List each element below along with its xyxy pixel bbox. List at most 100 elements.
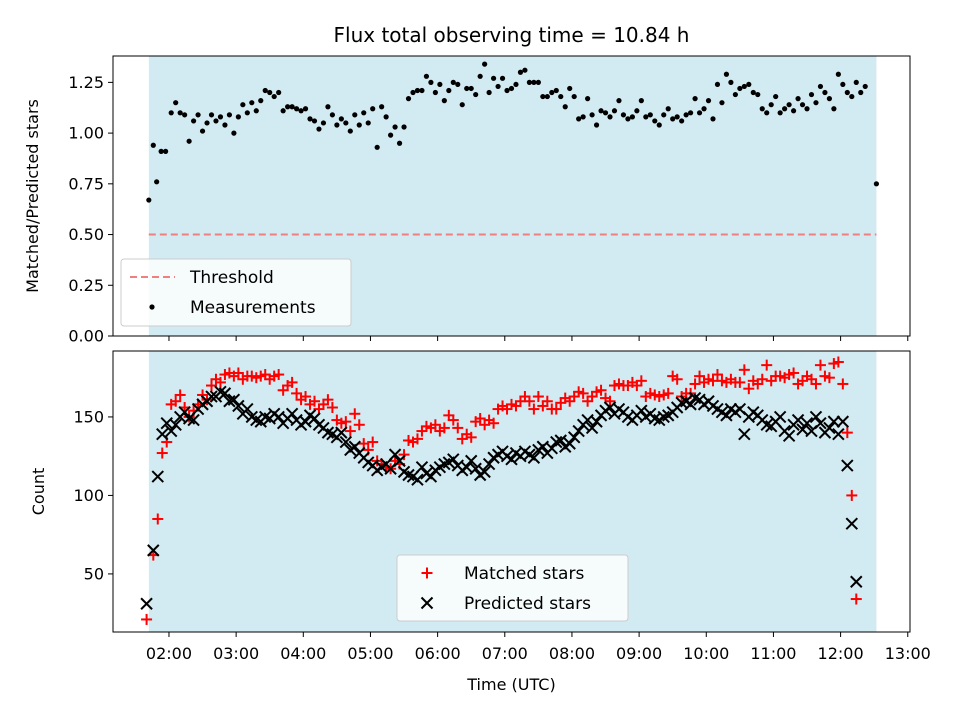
measurement-point: [831, 106, 837, 112]
measurement-point: [540, 93, 546, 100]
measurement-point: [186, 138, 192, 144]
matched-star-point: [761, 359, 773, 371]
bottom-y-axis-label: Count: [29, 468, 48, 516]
matched-star-point: [832, 356, 844, 368]
measurement-point: [473, 91, 479, 98]
measurement-point: [423, 73, 430, 79]
measurement-point: [392, 124, 398, 130]
matched-star-point: [465, 431, 477, 443]
x-axis-label: Time (UTC): [466, 675, 555, 694]
matched-star-point: [156, 447, 168, 459]
legend-threshold-label: Threshold: [189, 268, 274, 288]
matched-star-point: [308, 395, 320, 407]
x-tick-label: 04:00: [280, 644, 326, 663]
predicted-star-point: [187, 413, 200, 427]
measurement-point: [835, 71, 841, 77]
measurement-point: [262, 87, 268, 94]
measurement-point: [244, 110, 250, 116]
measurement-point: [208, 112, 215, 118]
measurement-point: [150, 142, 156, 148]
measurement-point: [428, 79, 434, 85]
matched-star-point: [550, 403, 562, 415]
measurement-point: [405, 96, 412, 102]
predicted-star-point: [151, 470, 164, 483]
measurement-point: [240, 102, 246, 108]
measurement-point: [853, 79, 859, 85]
predicted-star-point: [393, 454, 406, 468]
matched-star-point: [595, 384, 607, 396]
measurement-point: [535, 79, 541, 85]
matched-star-point: [452, 422, 464, 434]
measurement-point: [486, 89, 492, 96]
measurement-point: [280, 108, 286, 114]
measurement-point: [670, 116, 676, 122]
measurement-point: [158, 148, 164, 154]
predicted-star-point: [836, 415, 850, 428]
matched-star-point: [671, 373, 683, 385]
predicted-star-point: [147, 544, 160, 557]
predicted-star-point: [554, 434, 567, 447]
measurement-point: [231, 130, 237, 136]
measurement-point: [249, 100, 255, 106]
matched-star-point: [152, 513, 164, 525]
legend-box: [120, 258, 352, 327]
measurement-point: [701, 106, 707, 112]
measurement-point: [768, 102, 774, 108]
chart-title: Flux total observing time = 10.84 h: [334, 23, 690, 47]
measurement-point: [190, 118, 197, 124]
measurement-point: [692, 96, 698, 102]
predicted-star-point: [572, 424, 585, 438]
measurement-point: [356, 122, 362, 128]
measurement-point: [589, 112, 595, 118]
measurement-point: [334, 122, 340, 128]
matched-star-point: [322, 394, 334, 406]
predicted-star-point: [218, 387, 232, 400]
measurement-point: [656, 122, 662, 128]
measurement-point: [826, 96, 833, 102]
matched-star-point: [488, 417, 500, 429]
predicted-star-point: [720, 409, 733, 422]
predicted-star-point: [585, 421, 599, 435]
matched-star-point: [814, 359, 826, 371]
legend-matched-label: Matched stars: [464, 564, 584, 584]
matched-star-point: [353, 419, 365, 431]
measurement-point: [710, 116, 716, 122]
measurement-point: [177, 110, 183, 116]
top-panel: 0.00 0.25 0.50 0.75 1.00 1.25 Flux total obse…: [23, 23, 911, 346]
measurement-point: [683, 112, 689, 118]
measurement-point: [647, 112, 653, 118]
measurement-point: [459, 102, 465, 108]
matched-star-point: [577, 387, 589, 399]
measurement-point: [513, 81, 519, 88]
measurement-point: [235, 114, 241, 120]
measurement-point: [370, 106, 376, 112]
predicted-star-point: [411, 473, 424, 486]
measurement-point: [567, 85, 573, 92]
measurement-point: [873, 181, 880, 187]
predicted-star-point: [140, 597, 153, 610]
measurement-point: [499, 75, 506, 81]
measurement-point: [173, 100, 179, 106]
measurement-point: [477, 73, 483, 79]
predicted-star-point: [415, 460, 429, 474]
measurement-point: [320, 120, 327, 126]
matched-star-point: [541, 395, 553, 407]
legend-matched-swatch: [421, 567, 433, 579]
predicted-star-point: [738, 427, 751, 441]
measurement-point: [602, 110, 609, 116]
measurement-point: [679, 118, 685, 124]
legend-measurements-label: Measurements: [190, 298, 316, 318]
measurement-point: [777, 110, 783, 116]
measurement-point: [585, 96, 591, 102]
predicted-star-point: [684, 398, 697, 411]
predicted-star-point: [205, 390, 218, 403]
x-tick-label: 09:00: [616, 644, 662, 663]
measurement-point: [163, 148, 169, 154]
matched-star-point: [850, 593, 862, 605]
x-tick-label: 05:00: [347, 644, 393, 663]
legend-predicted-label: Predicted stars: [464, 594, 591, 614]
predicted-star-point: [814, 417, 827, 430]
matched-star-point: [286, 376, 298, 388]
bottom-y-ticks: 50 100 150: [73, 407, 113, 583]
bottom-x-ticks: 02:00 03:00 04:00 05:00 06:00 07:00 08:00 09:00…: [146, 632, 931, 663]
